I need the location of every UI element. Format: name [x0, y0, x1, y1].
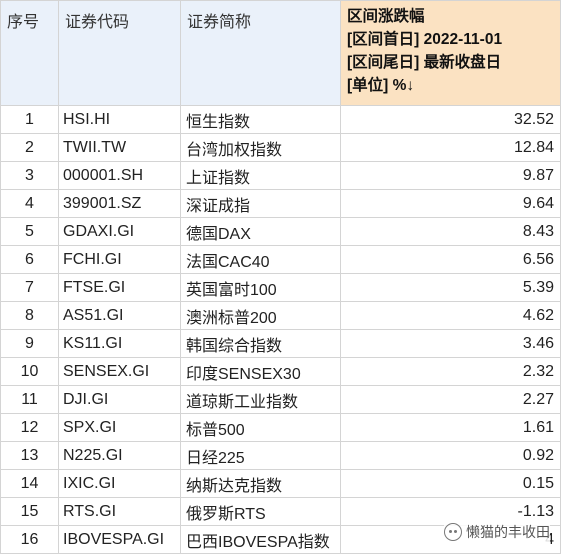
- header-name[interactable]: 证券简称: [180, 0, 341, 106]
- security-name[interactable]: 德国DAX: [180, 217, 341, 246]
- security-code[interactable]: IBOVESPA.GI: [58, 525, 181, 554]
- table-row[interactable]: 9 KS11.GI 韩国综合指数 3.46: [0, 329, 561, 358]
- change-value[interactable]: 8.43: [340, 217, 561, 246]
- security-name[interactable]: 韩国综合指数: [180, 329, 341, 358]
- change-value[interactable]: 9.64: [340, 189, 561, 218]
- table-row[interactable]: 13 N225.GI 日经225 0.92: [0, 441, 561, 470]
- row-index[interactable]: 1: [0, 105, 59, 134]
- security-name[interactable]: 台湾加权指数: [180, 133, 341, 162]
- row-index[interactable]: 11: [0, 385, 59, 414]
- table-row[interactable]: 2 TWII.TW 台湾加权指数 12.84: [0, 133, 561, 162]
- security-code[interactable]: FTSE.GI: [58, 273, 181, 302]
- row-index[interactable]: 9: [0, 329, 59, 358]
- security-name[interactable]: 上证指数: [180, 161, 341, 190]
- security-name[interactable]: 俄罗斯RTS: [180, 497, 341, 526]
- change-value[interactable]: 3.46: [340, 329, 561, 358]
- row-index[interactable]: 14: [0, 469, 59, 498]
- change-value[interactable]: 9.87: [340, 161, 561, 190]
- change-value[interactable]: 4.62: [340, 301, 561, 330]
- change-value[interactable]: 2.27: [340, 385, 561, 414]
- row-index[interactable]: 15: [0, 497, 59, 526]
- row-index[interactable]: 16: [0, 525, 59, 554]
- header-index[interactable]: 序号: [0, 0, 59, 106]
- security-code[interactable]: GDAXI.GI: [58, 217, 181, 246]
- security-code[interactable]: N225.GI: [58, 441, 181, 470]
- security-name[interactable]: 恒生指数: [180, 105, 341, 134]
- header-change-line: [单位] %↓: [347, 77, 415, 94]
- table-row[interactable]: 14 IXIC.GI 纳斯达克指数 0.15: [0, 469, 561, 498]
- security-name[interactable]: 日经225: [180, 441, 341, 470]
- table-row[interactable]: 5 GDAXI.GI 德国DAX 8.43: [0, 217, 561, 246]
- change-value[interactable]: 6.56: [340, 245, 561, 274]
- security-name[interactable]: 英国富时100: [180, 273, 341, 302]
- security-code[interactable]: DJI.GI: [58, 385, 181, 414]
- header-row: 序号 证券代码 证券简称 区间涨跌幅 [区间首日] 2022-11-01 [区间尾日…: [0, 0, 561, 106]
- table-row[interactable]: 7 FTSE.GI 英国富时100 5.39: [0, 273, 561, 302]
- security-name[interactable]: 法国CAC40: [180, 245, 341, 274]
- table-row[interactable]: 8 AS51.GI 澳洲标普200 4.62: [0, 301, 561, 330]
- table-row[interactable]: 15 RTS.GI 俄罗斯RTS -1.13: [0, 497, 561, 526]
- watermark: 懒猫的丰收田: [444, 520, 550, 544]
- header-change-line: [区间尾日] 最新收盘日: [347, 54, 502, 71]
- row-index[interactable]: 12: [0, 413, 59, 442]
- row-index[interactable]: 10: [0, 357, 59, 386]
- security-name[interactable]: 道琼斯工业指数: [180, 385, 341, 414]
- security-code[interactable]: TWII.TW: [58, 133, 181, 162]
- table-row[interactable]: 1 HSI.HI 恒生指数 32.52: [0, 105, 561, 134]
- change-value[interactable]: 2.32: [340, 357, 561, 386]
- change-value[interactable]: 0.15: [340, 469, 561, 498]
- row-index[interactable]: 8: [0, 301, 59, 330]
- security-name[interactable]: 深证成指: [180, 189, 341, 218]
- watermark-text: 懒猫的丰收田: [466, 524, 550, 540]
- table-row[interactable]: 11 DJI.GI 道琼斯工业指数 2.27: [0, 385, 561, 414]
- header-change-line: 区间涨跌幅: [347, 8, 425, 25]
- header-code[interactable]: 证券代码: [58, 0, 181, 106]
- security-code[interactable]: 000001.SH: [58, 161, 181, 190]
- security-code[interactable]: FCHI.GI: [58, 245, 181, 274]
- table-row[interactable]: 6 FCHI.GI 法国CAC40 6.56: [0, 245, 561, 274]
- security-code[interactable]: 399001.SZ: [58, 189, 181, 218]
- change-value[interactable]: 0.92: [340, 441, 561, 470]
- security-code[interactable]: IXIC.GI: [58, 469, 181, 498]
- table-row[interactable]: 12 SPX.GI 标普500 1.61: [0, 413, 561, 442]
- security-name[interactable]: 纳斯达克指数: [180, 469, 341, 498]
- change-value[interactable]: 32.52: [340, 105, 561, 134]
- row-index[interactable]: 3: [0, 161, 59, 190]
- security-code[interactable]: KS11.GI: [58, 329, 181, 358]
- row-index[interactable]: 7: [0, 273, 59, 302]
- row-index[interactable]: 4: [0, 189, 59, 218]
- table-row[interactable]: 3 000001.SH 上证指数 9.87: [0, 161, 561, 190]
- table-row[interactable]: 10 SENSEX.GI 印度SENSEX30 2.32: [0, 357, 561, 386]
- security-name[interactable]: 印度SENSEX30: [180, 357, 341, 386]
- security-code[interactable]: RTS.GI: [58, 497, 181, 526]
- row-index[interactable]: 6: [0, 245, 59, 274]
- security-name[interactable]: 巴西IBOVESPA指数: [180, 525, 341, 554]
- row-index[interactable]: 2: [0, 133, 59, 162]
- change-value[interactable]: 5.39: [340, 273, 561, 302]
- change-value[interactable]: 12.84: [340, 133, 561, 162]
- row-index[interactable]: 5: [0, 217, 59, 246]
- security-code[interactable]: AS51.GI: [58, 301, 181, 330]
- security-name[interactable]: 标普500: [180, 413, 341, 442]
- security-code[interactable]: HSI.HI: [58, 105, 181, 134]
- header-change-line: [区间首日] 2022-11-01: [347, 31, 503, 48]
- security-code[interactable]: SENSEX.GI: [58, 357, 181, 386]
- row-index[interactable]: 13: [0, 441, 59, 470]
- table-row[interactable]: 4 399001.SZ 深证成指 9.64: [0, 189, 561, 218]
- security-code[interactable]: SPX.GI: [58, 413, 181, 442]
- header-change[interactable]: 区间涨跌幅 [区间首日] 2022-11-01 [区间尾日] 最新收盘日 [单位] %…: [340, 0, 561, 106]
- change-value[interactable]: 1.61: [340, 413, 561, 442]
- wechat-icon: [444, 523, 462, 541]
- security-name[interactable]: 澳洲标普200: [180, 301, 341, 330]
